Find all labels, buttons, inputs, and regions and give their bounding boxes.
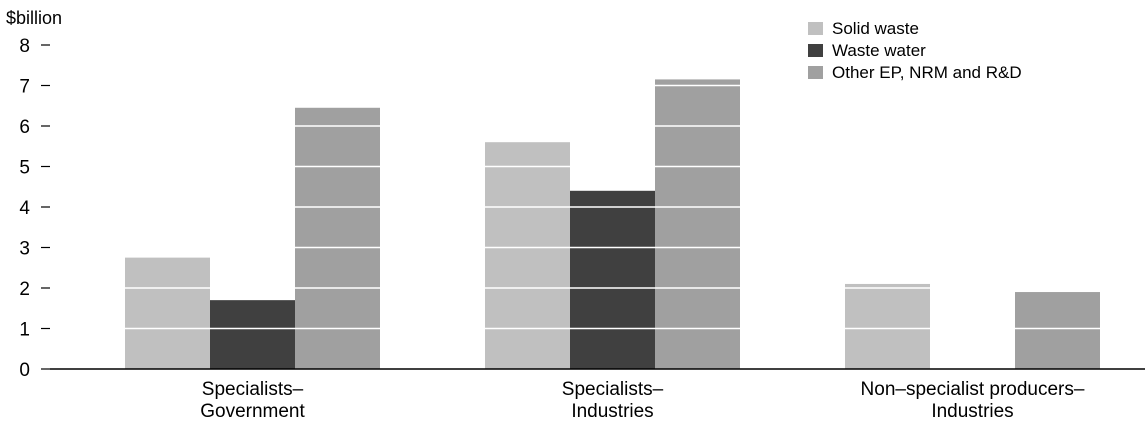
bar [295, 107, 380, 370]
x-category-label: Specialists– [202, 379, 304, 400]
y-tick-label: 0 [19, 360, 30, 381]
y-axis-unit-label: $billion [6, 8, 62, 28]
gridlines [52, 44, 1145, 330]
x-category-label: Government [200, 401, 305, 422]
bar [125, 257, 210, 369]
y-tick-label: 7 [19, 77, 30, 98]
bar [1015, 292, 1100, 369]
bar [210, 300, 295, 369]
legend-swatch [808, 44, 823, 57]
y-axis-ticks: 0 1 2 3 4 5 6 7 8 [19, 36, 50, 381]
bar [485, 142, 570, 369]
x-category-label: Industries [571, 401, 653, 422]
x-category-label: Specialists– [562, 379, 664, 400]
legend-label: Other EP, NRM and R&D [832, 63, 1022, 82]
x-category-label: Industries [931, 401, 1013, 422]
y-tick-label: 4 [19, 198, 30, 219]
legend-swatch [808, 22, 823, 35]
y-tick-label: 5 [19, 158, 30, 179]
y-tick-label: 3 [19, 239, 30, 260]
y-tick-label: 8 [19, 36, 30, 57]
y-tick-label: 2 [19, 279, 30, 300]
y-tick-label: 1 [19, 320, 30, 341]
y-tick-label: 6 [19, 117, 30, 138]
legend: Solid waste Waste water Other EP, NRM and … [808, 19, 1022, 82]
bar [655, 79, 740, 370]
x-axis-category-labels: Specialists–GovernmentSpecialists–Indust… [200, 379, 1085, 422]
bar-series [125, 79, 1100, 370]
x-category-label: Non–specialist producers– [861, 379, 1085, 400]
bar [845, 283, 930, 369]
legend-label: Waste water [832, 41, 926, 60]
bar [570, 190, 655, 369]
legend-label: Solid waste [832, 19, 919, 38]
legend-swatch [808, 66, 823, 79]
